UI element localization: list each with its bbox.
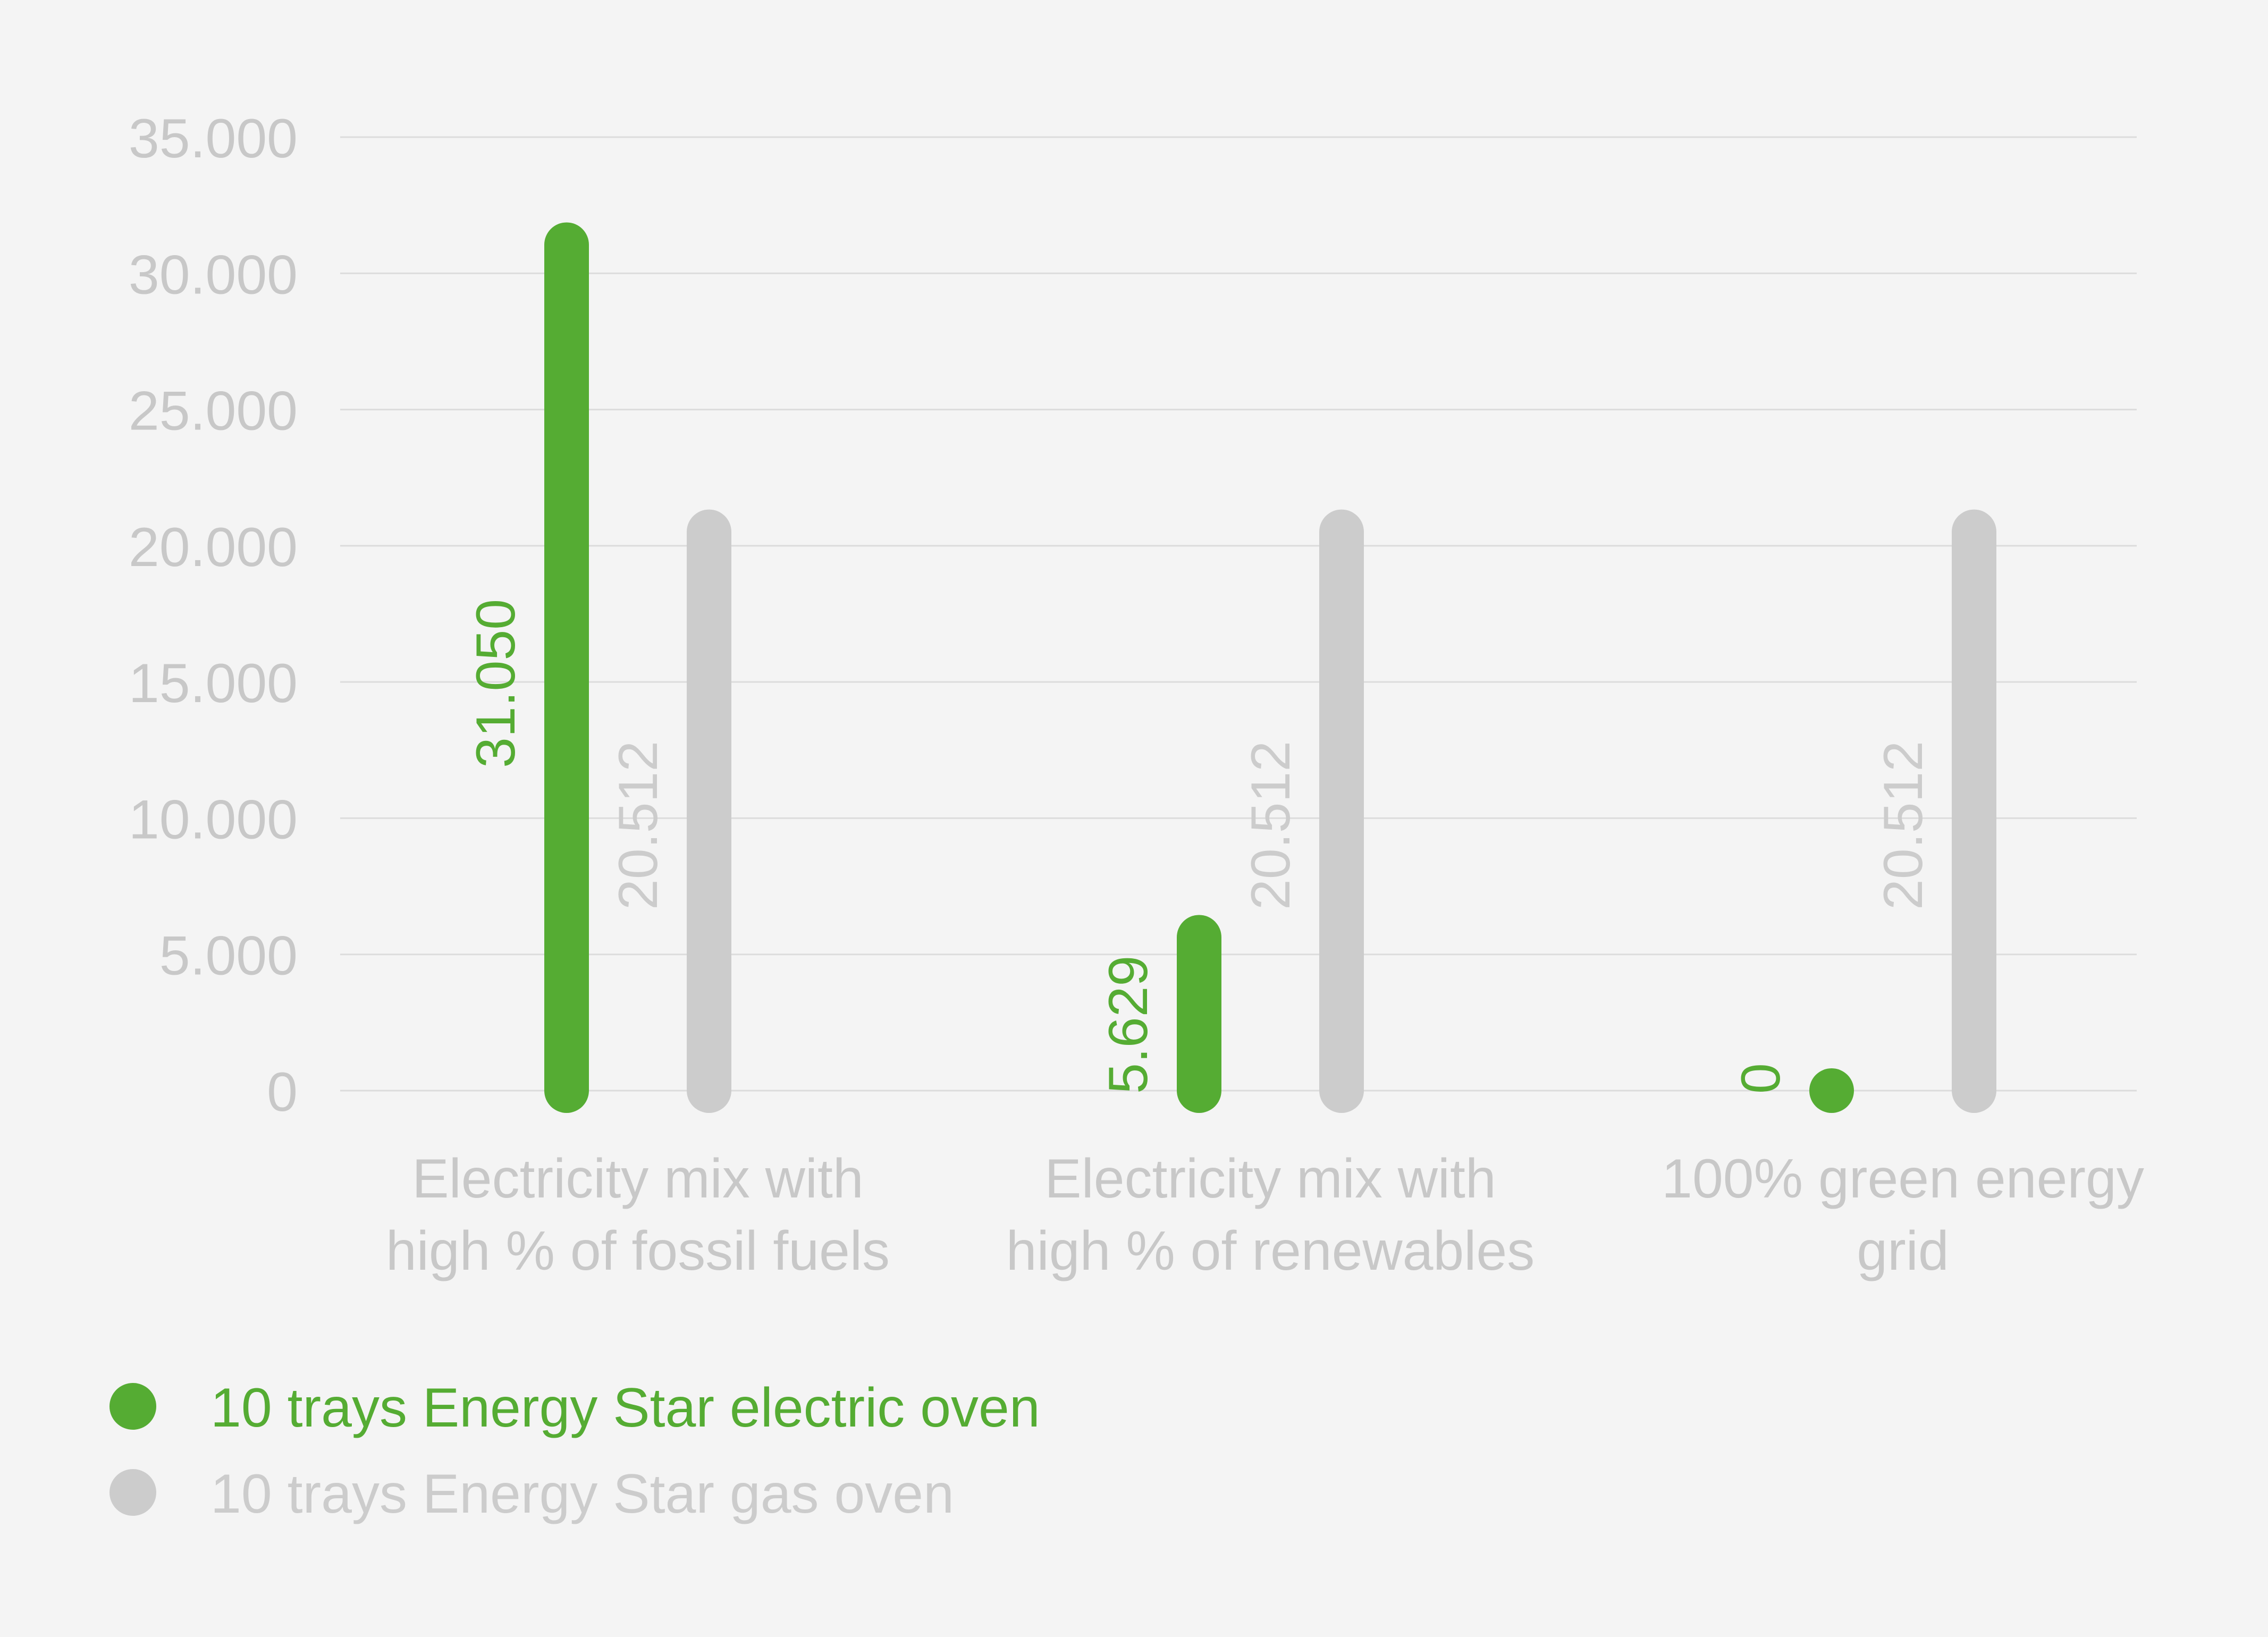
y-tick-label: 20.000 (129, 517, 298, 578)
category-label-line: Electricity mix with (412, 1148, 863, 1210)
category-label: 100% green energy grid (1662, 1148, 2144, 1282)
category-label-line: 100% green energy (1662, 1148, 2144, 1210)
legend-marker (109, 1383, 156, 1430)
legend-marker (109, 1469, 156, 1516)
y-tick-label: 5.000 (159, 925, 298, 987)
data-label: 20.512 (608, 741, 669, 910)
category-label-line: high % of renewables (1006, 1220, 1535, 1282)
legend: 10 trays Energy Star electric oven 10 tra… (109, 1377, 1040, 1525)
category-label: Electricity mix with high % of renewables (1006, 1148, 1535, 1282)
y-tick-label: 0 (267, 1061, 298, 1123)
category-label-line: grid (1857, 1220, 1949, 1282)
legend-label: 10 trays Energy Star electric oven (210, 1377, 1040, 1439)
bar (1177, 915, 1221, 1113)
bar (1319, 509, 1364, 1113)
y-tick-label: 15.000 (129, 653, 298, 714)
data-label: 31.050 (465, 599, 527, 768)
x-axis-category-labels: Electricity mix with high % of fossil fue… (386, 1148, 2144, 1282)
y-tick-label: 35.000 (129, 108, 298, 170)
gridlines (340, 136, 2137, 1092)
data-label: 20.512 (1240, 741, 1302, 910)
category-label: Electricity mix with high % of fossil fue… (386, 1148, 890, 1282)
bars (544, 222, 1996, 1113)
y-tick-label: 30.000 (129, 244, 298, 306)
bar (1809, 1068, 1854, 1113)
category-label-line: high % of fossil fuels (386, 1220, 890, 1282)
data-label: 5.629 (1098, 956, 1159, 1094)
y-axis-tick-labels: 0 5.000 10.000 15.000 20.000 25.000 30.000 35.0… (129, 108, 298, 1123)
data-label: 20.512 (1873, 741, 1934, 910)
bar (687, 509, 731, 1113)
data-label: 0 (1730, 1063, 1792, 1094)
y-tick-label: 25.000 (129, 381, 298, 442)
data-labels: 31.050 5.629 0 20.512 20.512 20.512 (465, 599, 1934, 1094)
bar (544, 222, 589, 1113)
legend-label: 10 trays Energy Star gas oven (210, 1463, 954, 1525)
bar (1952, 509, 1996, 1113)
y-tick-label: 10.000 (129, 789, 298, 850)
category-label-line: Electricity mix with (1044, 1148, 1496, 1210)
